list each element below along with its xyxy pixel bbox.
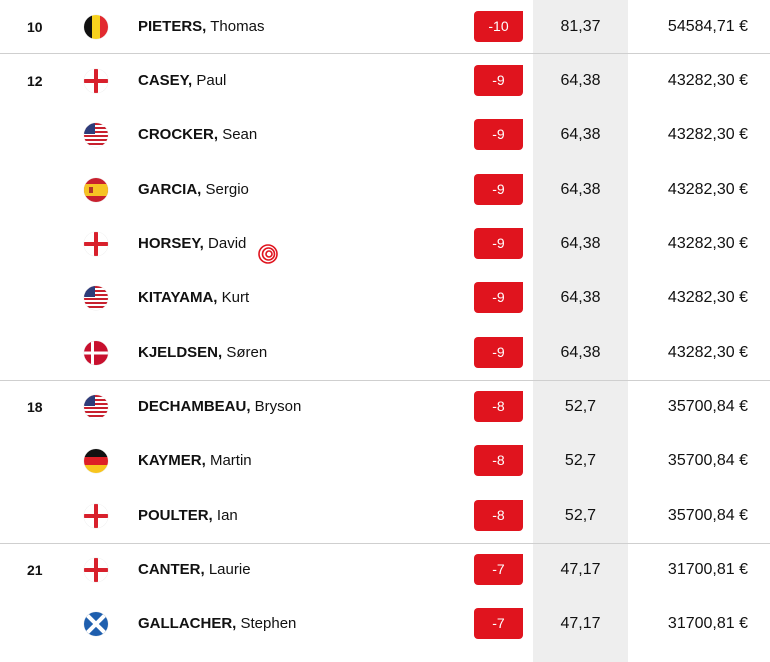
prize-money: 43282,30 € — [667, 344, 748, 361]
prize-money: 31700,81 € — [667, 561, 748, 578]
score-badge: -7 — [474, 608, 523, 639]
table-row[interactable]: GALLACHER, Stephen -7 47,17 31700,81 € — [0, 597, 770, 651]
table-row[interactable]: 10 PIETERS, Thomas -10 81,37 54584,71 € — [0, 0, 770, 54]
player-name[interactable]: CROCKER, Sean — [138, 126, 258, 143]
position: 21 — [27, 562, 43, 578]
spain-flag-icon — [84, 178, 108, 202]
position: 10 — [27, 19, 43, 35]
player-name[interactable]: GALLACHER, Stephen — [138, 615, 297, 632]
prize-money: 43282,30 € — [667, 289, 748, 306]
points: 64,38 — [560, 181, 601, 198]
score-badge: -10 — [474, 11, 523, 42]
points: 81,37 — [560, 18, 601, 35]
player-name[interactable]: KITAYAMA, Kurt — [138, 289, 250, 306]
prize-money: 43282,30 € — [667, 235, 748, 252]
usa-flag-icon — [84, 286, 108, 310]
score-badge: -9 — [474, 65, 523, 96]
table-row[interactable]: GARCIA, Sergio -9 64,38 43282,30 € — [0, 163, 770, 217]
score-badge: -8 — [474, 500, 523, 531]
position: 18 — [27, 399, 43, 415]
score-badge: -8 — [474, 391, 523, 422]
position: 12 — [27, 73, 43, 89]
group-divider — [0, 380, 770, 381]
group-divider — [0, 53, 770, 54]
points: 47,17 — [560, 561, 601, 578]
player-name[interactable]: CANTER, Laurie — [138, 561, 251, 578]
score-badge: -9 — [474, 119, 523, 150]
points-column-band — [533, 0, 628, 662]
prize-money: 35700,84 € — [667, 452, 748, 469]
score-badge: -8 — [474, 445, 523, 476]
points: 64,38 — [560, 344, 601, 361]
table-row[interactable]: HORSEY, David -9 64,38 43282,30 € — [0, 217, 770, 271]
table-row[interactable]: KJELDSEN, Søren -9 64,38 43282,30 € — [0, 326, 770, 380]
points: 47,17 — [560, 615, 601, 632]
player-name[interactable]: DECHAMBEAU, Bryson — [138, 398, 302, 415]
prize-money: 43282,30 € — [667, 72, 748, 89]
prize-money: 43282,30 € — [667, 181, 748, 198]
table-row[interactable]: POULTER, Ian -8 52,7 35700,84 € — [0, 489, 770, 543]
score-badge: -9 — [474, 228, 523, 259]
score-badge: -7 — [474, 554, 523, 585]
table-row[interactable]: CROCKER, Sean -9 64,38 43282,30 € — [0, 108, 770, 162]
belgium-flag-icon — [84, 15, 108, 39]
points: 52,7 — [564, 452, 597, 469]
england-flag-icon — [84, 232, 108, 256]
points: 64,38 — [560, 289, 601, 306]
score-badge: -9 — [474, 282, 523, 313]
table-row[interactable]: 12 CASEY, Paul -9 64,38 43282,30 € — [0, 54, 770, 108]
denmark-flag-icon — [84, 341, 108, 365]
england-flag-icon — [84, 504, 108, 528]
prize-money: 54584,71 € — [667, 18, 748, 35]
usa-flag-icon — [84, 395, 108, 419]
score-badge: -9 — [474, 174, 523, 205]
table-row[interactable]: 18 DECHAMBEAU, Bryson -8 52,7 35700,84 € — [0, 380, 770, 434]
prize-money: 35700,84 € — [667, 398, 748, 415]
table-row[interactable]: 21 CANTER, Laurie -7 47,17 31700,81 € — [0, 543, 770, 597]
table-row[interactable]: KITAYAMA, Kurt -9 64,38 43282,30 € — [0, 271, 770, 325]
player-name[interactable]: KAYMER, Martin — [138, 452, 252, 469]
points: 52,7 — [564, 398, 597, 415]
points: 52,7 — [564, 507, 597, 524]
player-name[interactable]: GARCIA, Sergio — [138, 181, 249, 198]
scotland-flag-icon — [84, 612, 108, 636]
points: 64,38 — [560, 126, 601, 143]
england-flag-icon — [84, 558, 108, 582]
player-name[interactable]: KJELDSEN, Søren — [138, 344, 268, 361]
germany-flag-icon — [84, 449, 108, 473]
prize-money: 43282,30 € — [667, 126, 748, 143]
score-badge: -9 — [474, 337, 523, 368]
player-name[interactable]: POULTER, Ian — [138, 507, 238, 524]
target-swirl-icon — [258, 233, 279, 264]
player-name[interactable]: HORSEY, David — [138, 217, 279, 271]
usa-flag-icon — [84, 123, 108, 147]
player-name[interactable]: PIETERS, Thomas — [138, 18, 265, 35]
group-divider — [0, 543, 770, 544]
points: 64,38 — [560, 235, 601, 252]
table-row[interactable]: KAYMER, Martin -8 52,7 35700,84 € — [0, 434, 770, 488]
england-flag-icon — [84, 69, 108, 93]
prize-money: 31700,81 € — [667, 615, 748, 632]
points: 64,38 — [560, 72, 601, 89]
prize-money: 35700,84 € — [667, 507, 748, 524]
player-name[interactable]: CASEY, Paul — [138, 72, 227, 89]
